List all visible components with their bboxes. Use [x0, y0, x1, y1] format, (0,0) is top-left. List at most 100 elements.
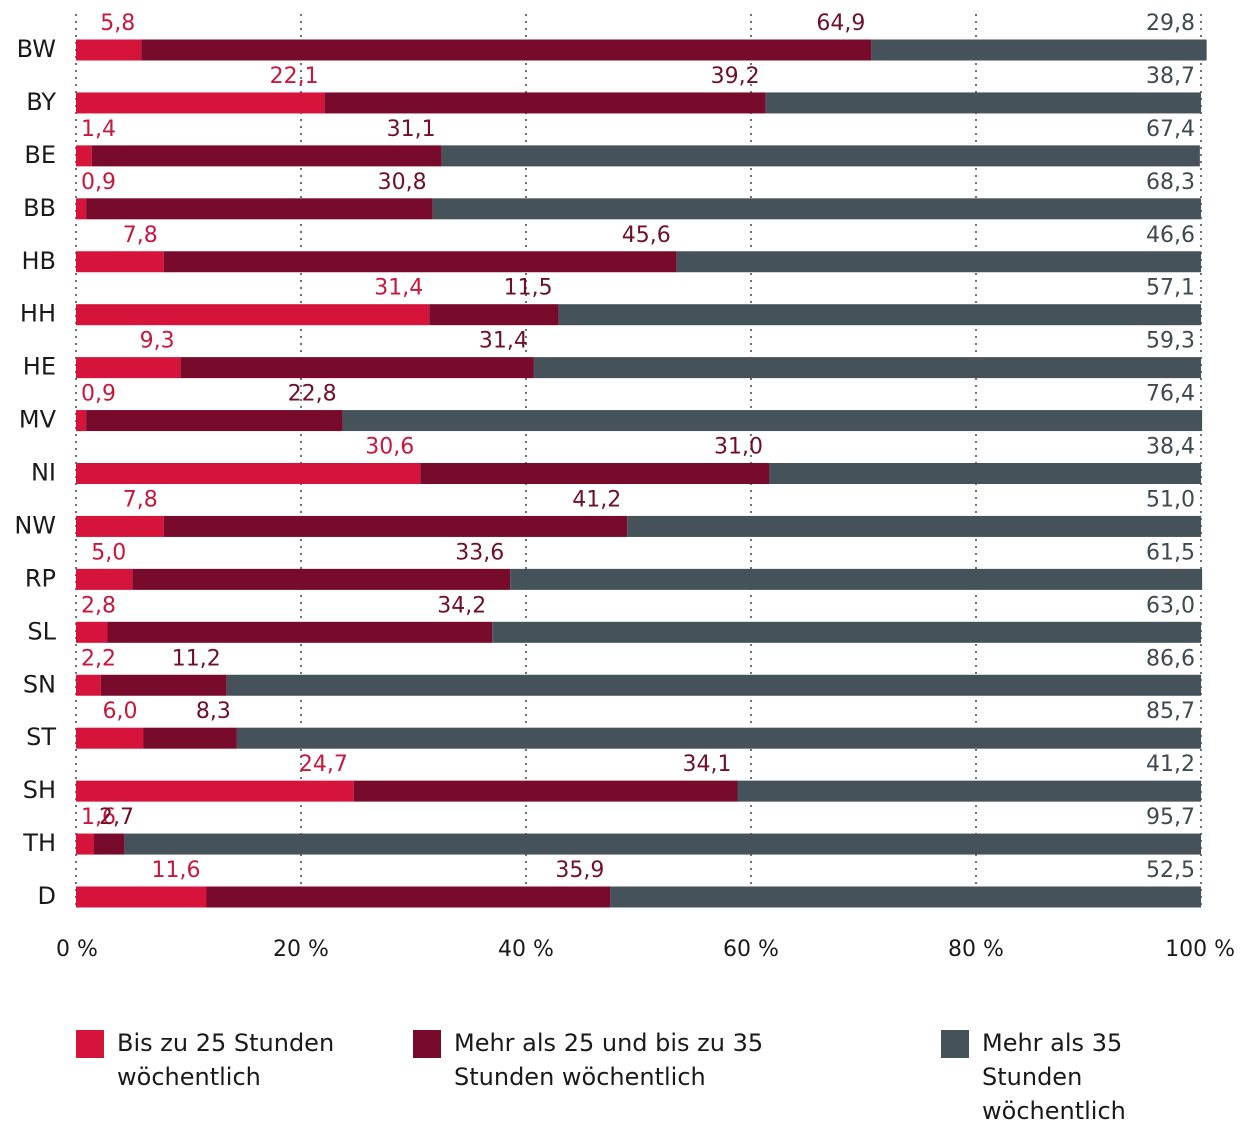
value-label: 1,4 — [81, 117, 116, 142]
value-label: 68,3 — [1146, 170, 1195, 195]
value-label: 31,0 — [714, 435, 763, 460]
bar-segment — [558, 304, 1201, 326]
bar-segment — [76, 621, 108, 643]
value-label: 6,0 — [103, 699, 138, 724]
y-tick-label: HB — [21, 247, 56, 275]
value-label: 34,1 — [683, 752, 732, 777]
bar-segment — [76, 833, 94, 855]
bar-segment — [76, 515, 164, 537]
bar-segment — [324, 92, 766, 114]
bar-segment — [86, 410, 343, 432]
value-label: 57,1 — [1146, 276, 1195, 301]
x-tick-label: 60 % — [723, 937, 779, 962]
bar-segment — [76, 410, 87, 432]
value-label: 24,7 — [299, 752, 348, 777]
value-label: 7,8 — [123, 223, 158, 248]
bar-segment — [76, 568, 133, 590]
bar-segment — [180, 357, 534, 379]
bar-segment — [76, 251, 164, 273]
bar-segment — [76, 39, 142, 61]
legend-swatch — [413, 1030, 441, 1058]
bar-segment — [226, 674, 1201, 696]
value-label: 11,5 — [504, 276, 553, 301]
bar-segment — [76, 92, 325, 114]
value-label: 35,9 — [555, 858, 604, 883]
bar-segment — [765, 92, 1201, 114]
y-tick-label: BW — [17, 35, 56, 63]
value-label: 52,5 — [1146, 858, 1195, 883]
bar-segment — [432, 198, 1201, 220]
value-label: 39,2 — [711, 64, 760, 89]
y-tick-label: HE — [23, 353, 56, 381]
value-label: 34,2 — [437, 593, 486, 618]
bar-segment — [676, 251, 1201, 273]
y-tick-label: RP — [25, 564, 56, 592]
value-label: 59,3 — [1146, 329, 1195, 354]
bar-segment — [510, 568, 1203, 590]
bar-segment — [76, 463, 421, 484]
value-label: 22,8 — [288, 382, 337, 407]
value-label: 76,4 — [1146, 382, 1195, 407]
bar-segment — [94, 833, 125, 855]
bar-segment — [143, 727, 237, 749]
value-label: 5,8 — [100, 11, 135, 36]
bar-segment — [206, 886, 611, 908]
value-label: 64,9 — [816, 11, 865, 36]
value-label: 7,8 — [123, 487, 158, 512]
bar-segment — [107, 621, 493, 643]
value-label: 86,6 — [1146, 646, 1195, 671]
bar-segment — [76, 780, 354, 802]
bar-segment — [871, 39, 1207, 61]
bar-segment — [76, 886, 207, 908]
value-label: 22,1 — [270, 64, 319, 89]
y-tick-label: SH — [23, 776, 56, 804]
bar-segment — [492, 621, 1201, 643]
value-label: 51,0 — [1146, 487, 1195, 512]
bar-segment — [627, 515, 1201, 537]
bar-segment — [342, 410, 1203, 432]
value-label: 2,2 — [81, 646, 116, 671]
value-label: 30,8 — [378, 170, 427, 195]
y-tick-label: NI — [31, 459, 56, 487]
y-tick-label: SN — [23, 670, 56, 698]
bar-segment — [100, 674, 227, 696]
value-label: 0,9 — [81, 382, 116, 407]
bar-segment — [441, 145, 1200, 167]
bar-segment — [76, 145, 92, 167]
value-label: 67,4 — [1146, 117, 1195, 142]
y-tick-label: TH — [22, 829, 56, 857]
bar-segment — [610, 886, 1201, 908]
bar-segment — [236, 727, 1201, 749]
value-label: 85,7 — [1146, 699, 1195, 724]
y-tick-label: SL — [27, 617, 56, 645]
legend-swatch — [76, 1030, 104, 1058]
bar-segment — [420, 463, 769, 484]
value-label: 31,4 — [479, 329, 528, 354]
y-tick-label: BB — [23, 194, 56, 222]
y-tick-label: D — [38, 882, 56, 910]
legend-swatch — [941, 1030, 969, 1058]
x-tick-label: 80 % — [948, 937, 1004, 962]
value-label: 29,8 — [1146, 11, 1195, 36]
value-label: 9,3 — [140, 329, 175, 354]
value-label: 1,6 — [81, 805, 116, 830]
legend-label: Mehr als 25 und bis zu 35 Stunden wöchen… — [454, 1029, 764, 1091]
bar-segment — [76, 727, 144, 749]
value-label: 38,7 — [1146, 64, 1195, 89]
y-tick-label: NW — [14, 511, 56, 539]
value-label: 45,6 — [622, 223, 671, 248]
y-tick-label: BE — [24, 141, 56, 169]
value-label: 95,7 — [1146, 805, 1195, 830]
bar-segment — [124, 833, 1201, 855]
value-label: 2,7 — [99, 805, 134, 830]
page: {"chart_data": {"type": "stacked_barh", … — [14, 11, 1235, 1125]
bar-segment — [91, 145, 442, 167]
bar-segment — [76, 357, 181, 379]
bar-segment — [163, 251, 677, 273]
value-label: 5,0 — [91, 540, 126, 565]
chart: 0 % 20 % 40 % 60 % 80 % 100 % BW 5,8 64,9 29,8 BY 2… — [14, 11, 1235, 962]
y-tick-label: ST — [26, 723, 56, 751]
value-label: 46,6 — [1146, 223, 1195, 248]
x-tick-label: 40 % — [498, 937, 554, 962]
bar-segment — [429, 304, 559, 326]
